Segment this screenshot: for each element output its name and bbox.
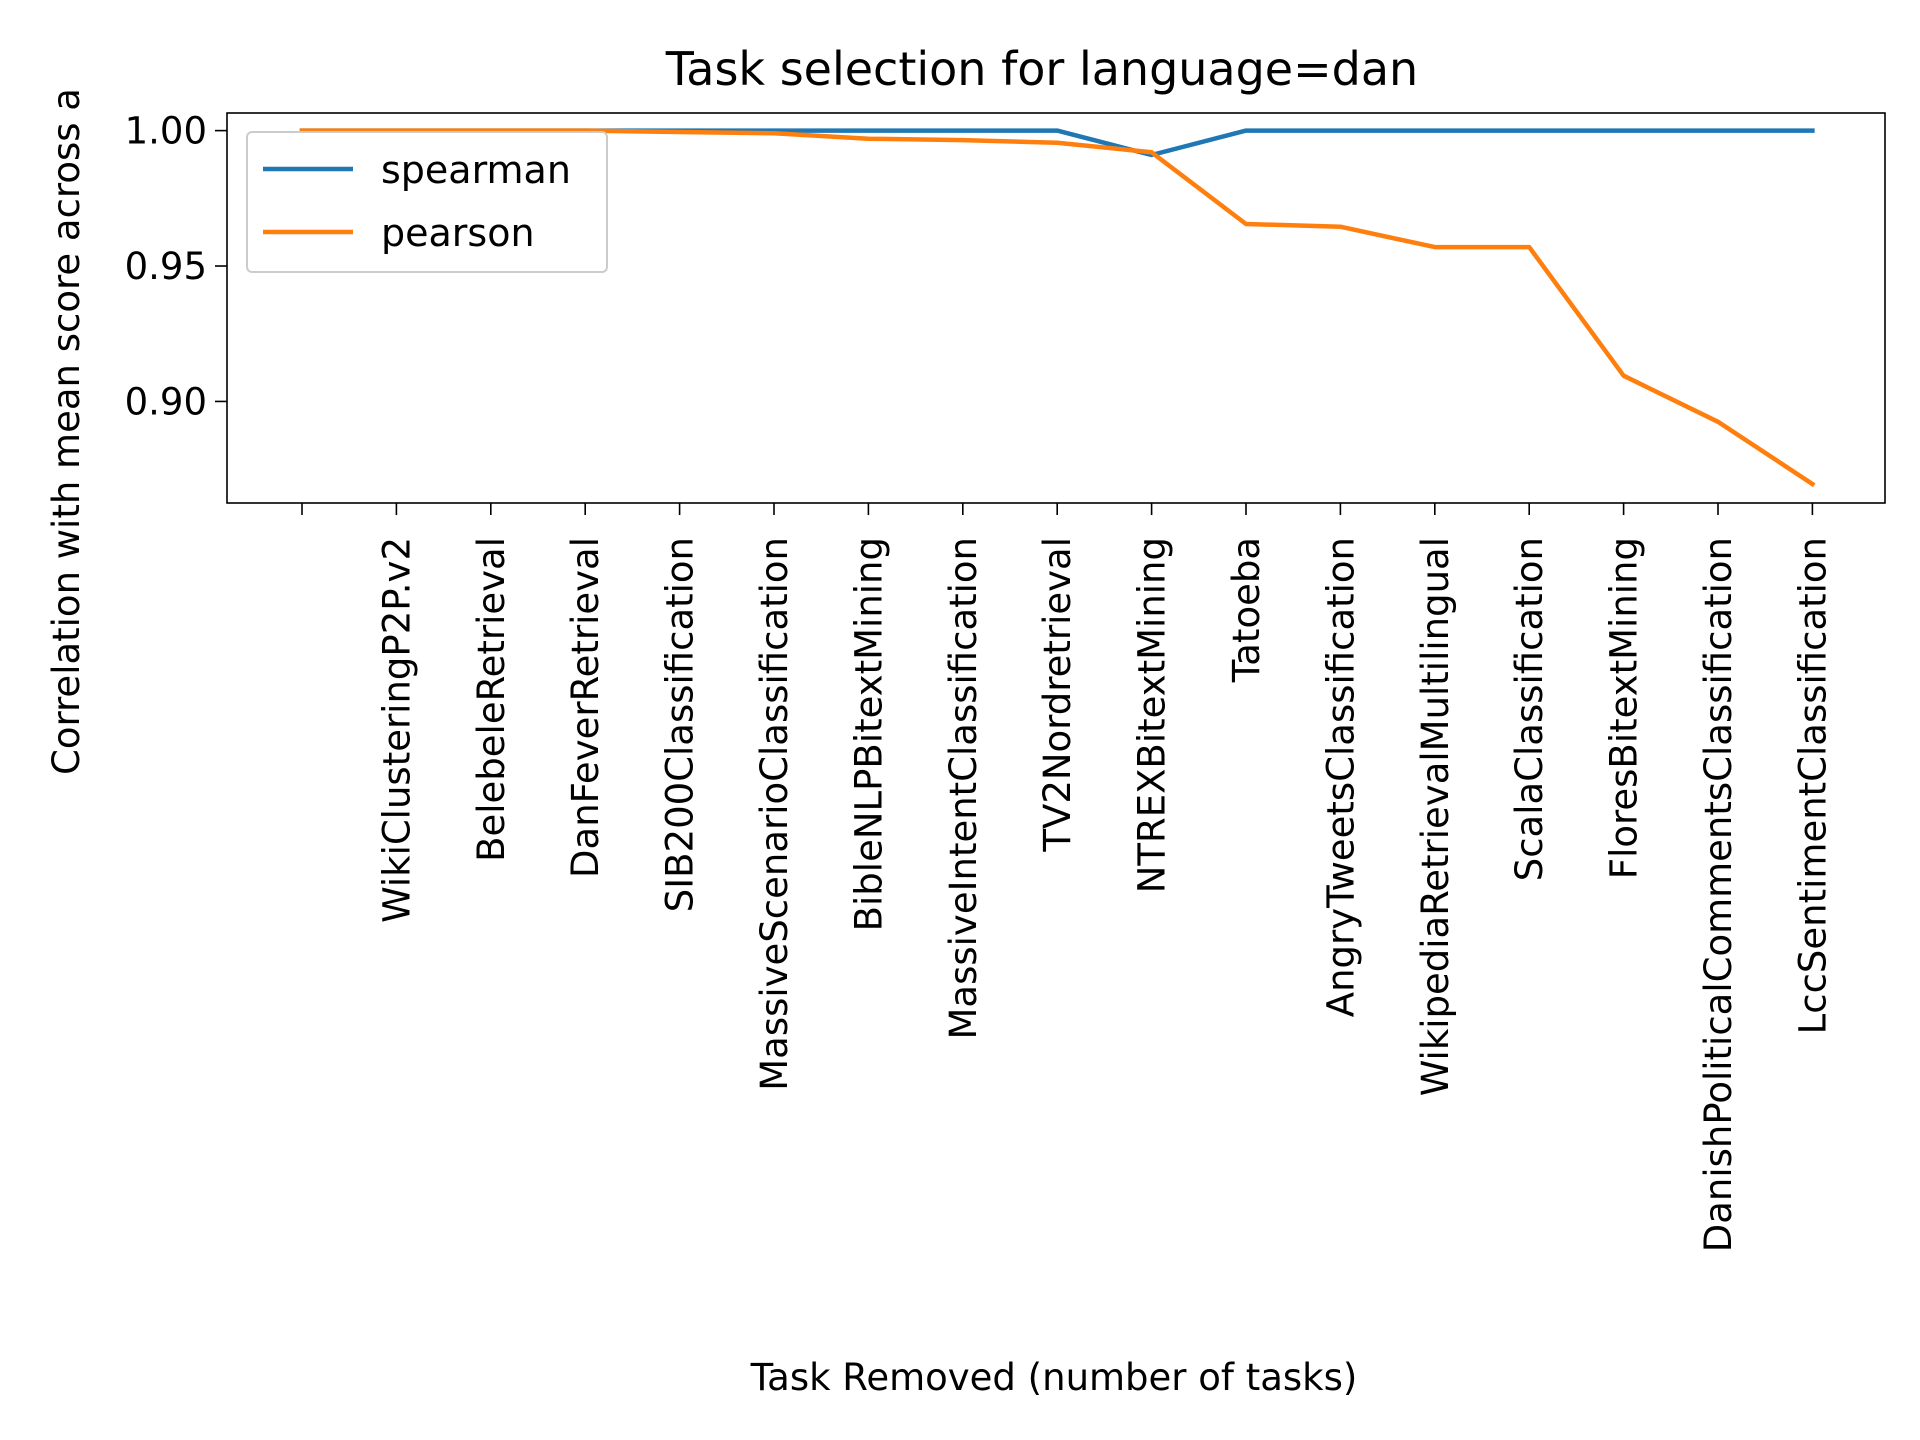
y-axis-label: Correlation with mean score across a [45, 88, 88, 775]
series-layer [299, 128, 1816, 488]
x-tick-label: TV2Nordretrieval [1036, 537, 1079, 853]
x-tick-label: BelebeleRetrieval [470, 537, 513, 862]
x-tick-label: ScalaClassification [1508, 537, 1551, 881]
x-axis-label: Task Removed (number of tasks) [750, 1356, 1358, 1399]
x-tick-label: Tatoeba [1225, 537, 1268, 683]
plot-frame [226, 112, 1886, 504]
x-tick-label: BibleNLPBitextMining [847, 537, 890, 931]
x-tick-label: DanishPoliticalCommentsClassification [1697, 537, 1740, 1252]
x-tick-label: MassiveIntentClassification [942, 537, 985, 1040]
series-line-pearson [299, 128, 1816, 488]
x-axis-ticks: WikiClusteringP2P.v2 BelebeleRetrieval Dan… [301, 503, 1834, 1252]
chart-title: Task selection for language=dan [665, 42, 1418, 96]
x-tick-label: LccSentimentClassification [1791, 537, 1834, 1034]
legend-label-pearson: pearson [381, 211, 535, 255]
x-tick-label: MassiveScenarioClassification [753, 537, 796, 1091]
x-tick-label: NTREXBitextMining [1131, 537, 1174, 893]
y-tick-label: 0.95 [125, 245, 207, 288]
legend-label-spearman: spearman [381, 148, 571, 192]
y-tick-label: 0.90 [125, 380, 207, 423]
x-tick-label: WikipediaRetrievalMultilingual [1414, 537, 1457, 1096]
legend: spearman pearson [246, 131, 608, 273]
x-tick-label: DanFeverRetrieval [564, 537, 607, 878]
y-tick-label: 1.00 [125, 110, 207, 153]
y-axis-ticks: 0.90 0.95 1.00 [125, 110, 227, 423]
x-tick-label: AngryTweetsClassification [1319, 537, 1362, 1017]
x-tick-label: SIB200Classification [659, 537, 702, 912]
x-tick-label: WikiClusteringP2P.v2 [375, 537, 418, 923]
x-tick-label: FloresBitextMining [1603, 537, 1646, 879]
